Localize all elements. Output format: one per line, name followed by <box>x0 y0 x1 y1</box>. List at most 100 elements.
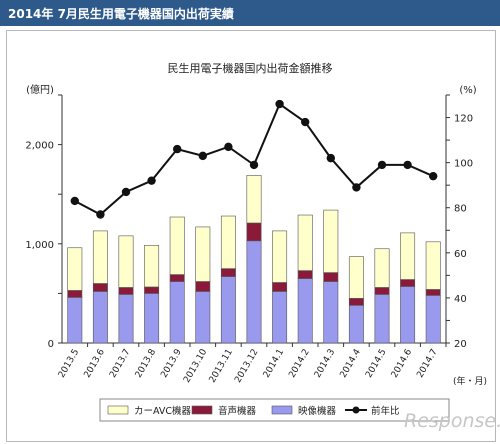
y-right-tick-label: 20 <box>454 339 467 350</box>
point-前年比 <box>352 183 361 192</box>
bar-カーAVC機器 <box>246 175 262 224</box>
x-tick-label: 2014.3 <box>313 348 337 380</box>
bar-カーAVC機器 <box>195 226 211 282</box>
point-前年比 <box>121 187 131 197</box>
bar-カーAVC機器 <box>144 244 160 288</box>
bar-音声機器 <box>272 282 288 292</box>
bar-映像機器 <box>272 291 288 344</box>
x-tick-label: 2013.8 <box>134 347 159 380</box>
y-right-tick-label: 80 <box>454 204 467 215</box>
bar-音声機器 <box>425 289 441 296</box>
legend-label: 映像機器 <box>298 405 337 417</box>
x-axis-label: (年・月) <box>453 375 487 387</box>
x-tick-label: 2014.6 <box>390 347 415 380</box>
bar-カーAVC機器 <box>425 241 441 290</box>
point-前年比 <box>326 153 335 163</box>
bar-映像機器 <box>246 240 262 344</box>
y-right-tick-label: 120 <box>454 114 473 125</box>
bar-映像機器 <box>425 295 441 344</box>
bar-映像機器 <box>92 291 108 344</box>
bar-カーAVC機器 <box>169 216 185 275</box>
y-right-tick-label: 100 <box>454 159 473 170</box>
x-tick-label: 2013.9 <box>159 347 184 380</box>
response-watermark: Response. <box>404 410 500 432</box>
legend-swatch <box>191 405 213 415</box>
bar-映像機器 <box>220 276 236 344</box>
bar-音声機器 <box>348 298 364 306</box>
bar-音声機器 <box>400 279 416 287</box>
bar-音声機器 <box>195 281 211 292</box>
y-left-tick-label: 0 <box>48 339 54 350</box>
bar-音声機器 <box>92 283 108 292</box>
bar-映像機器 <box>323 281 339 344</box>
x-tick-label: 2013.6 <box>83 347 108 380</box>
bar-音声機器 <box>246 222 262 242</box>
point-前年比 <box>275 99 284 109</box>
bar-カーAVC機器 <box>348 256 364 299</box>
point-前年比 <box>429 171 438 181</box>
point-前年比 <box>377 160 387 170</box>
y-left-tick-label: 2,000 <box>25 141 54 152</box>
bar-カーAVC機器 <box>323 209 339 273</box>
point-前年比 <box>403 160 412 170</box>
point-前年比 <box>224 142 233 152</box>
bar-音声機器 <box>374 287 390 295</box>
bar-カーAVC機器 <box>272 230 288 283</box>
x-tick-label: 2013.11 <box>208 348 235 385</box>
x-tick-label: 2013.5 <box>57 348 81 380</box>
bar-映像機器 <box>67 297 83 344</box>
chart-title: 民生用電子機器国内出荷金額推移 <box>168 61 333 75</box>
x-tick-label: 2014.4 <box>339 347 364 380</box>
bar-音声機器 <box>323 272 339 282</box>
bar-カーAVC機器 <box>374 248 390 288</box>
point-前年比 <box>147 176 156 185</box>
point-前年比 <box>301 117 310 127</box>
x-tick-label: 2013.10 <box>182 347 209 384</box>
bar-映像機器 <box>195 291 211 344</box>
legend-marker <box>352 406 360 414</box>
point-前年比 <box>173 144 182 154</box>
bar-音声機器 <box>169 274 185 282</box>
bar-映像機器 <box>144 293 160 344</box>
bar-映像機器 <box>374 294 390 344</box>
point-前年比 <box>198 151 207 161</box>
legend-swatch <box>271 405 293 415</box>
bar-音声機器 <box>118 287 134 295</box>
point-前年比 <box>249 160 259 170</box>
y-right-tick-label: 60 <box>454 249 467 260</box>
header-bar: 2014年 7月民生用電子機器国内出荷実績 <box>0 0 500 26</box>
bar-映像機器 <box>118 294 134 344</box>
bar-音声機器 <box>144 286 160 294</box>
y-left-unit-label: (億円) <box>26 83 54 96</box>
y-right-unit-label: (%) <box>459 85 476 96</box>
page-title: 2014年 7月民生用電子機器国内出荷実績 <box>8 7 234 21</box>
bar-映像機器 <box>348 305 364 344</box>
x-tick-label: 2013.7 <box>108 348 132 380</box>
bar-カーAVC機器 <box>92 230 108 284</box>
bar-映像機器 <box>297 278 313 344</box>
x-tick-label: 2014.1 <box>262 348 286 380</box>
bar-音声機器 <box>67 290 83 298</box>
bar-映像機器 <box>400 286 416 344</box>
bar-カーAVC機器 <box>220 215 236 269</box>
point-前年比 <box>70 196 80 206</box>
x-tick-label: 2014.5 <box>364 348 388 380</box>
legend-label: 音声機器 <box>218 405 257 417</box>
legend-label: 前年比 <box>371 405 400 417</box>
bar-カーAVC機器 <box>67 247 83 291</box>
bar-カーAVC機器 <box>400 232 416 280</box>
point-前年比 <box>96 210 105 219</box>
bar-音声機器 <box>297 270 313 279</box>
bar-カーAVC機器 <box>297 214 313 271</box>
y-right-tick-label: 40 <box>454 294 467 305</box>
bar-音声機器 <box>220 268 236 277</box>
x-tick-label: 2013.12 <box>233 348 260 385</box>
legend-label: カーAVC機器 <box>134 405 192 417</box>
x-tick-label: 2014.7 <box>415 348 439 380</box>
x-tick-label: 2014.2 <box>287 348 311 380</box>
legend-swatch <box>107 405 129 415</box>
y-left-tick-label: 1,000 <box>25 240 54 251</box>
bar-映像機器 <box>169 281 185 344</box>
bar-カーAVC機器 <box>118 235 134 288</box>
